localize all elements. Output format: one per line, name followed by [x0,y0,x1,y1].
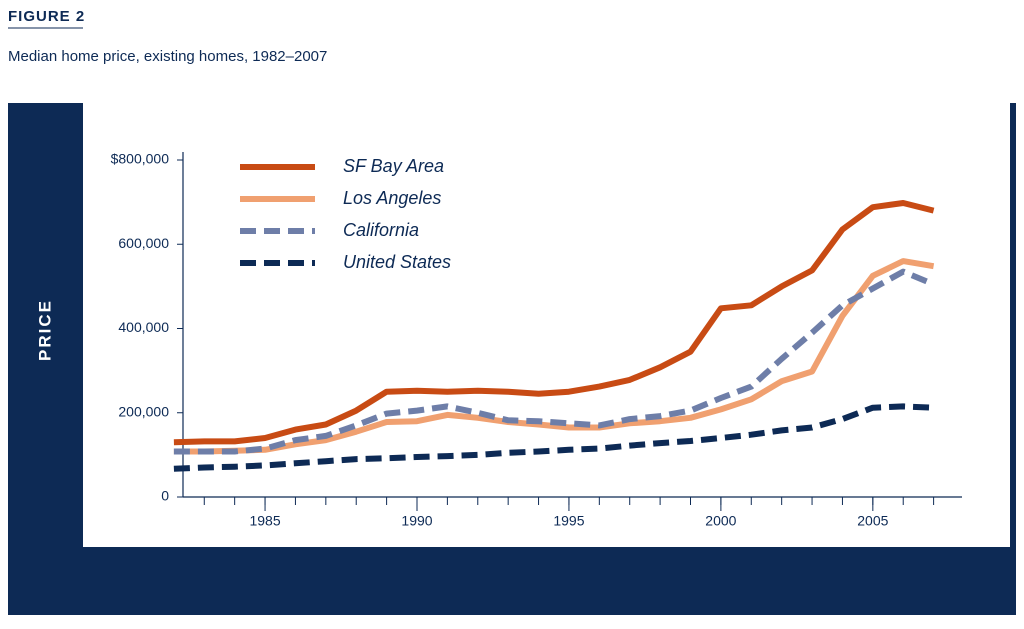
y-axis-label: PRICE [35,299,54,361]
y-tick-label: 200,000 [118,403,169,419]
y-tick-label: 0 [161,488,169,504]
x-tick-label: 2000 [705,513,736,529]
legend-label: Los Angeles [343,188,441,208]
y-tick-label: $800,000 [111,151,170,167]
chart-title: Median home price, existing homes, 1982–… [8,48,327,65]
series-line [173,403,934,472]
series-line [173,258,935,455]
x-tick-label: 1990 [401,513,432,529]
legend-label: United States [343,252,451,272]
figure-label: FIGURE 2 [8,8,85,25]
legend-label: SF Bay Area [343,156,444,176]
series-line [173,200,935,446]
legend-label: California [343,220,419,240]
y-tick-label: 400,000 [118,319,169,335]
x-tick-label: 2005 [857,513,888,529]
y-tick-label: 600,000 [118,235,169,251]
plot-area [83,103,1010,547]
x-tick-label: 1985 [249,513,280,529]
x-tick-label: 1995 [553,513,584,529]
series-line [173,268,935,455]
